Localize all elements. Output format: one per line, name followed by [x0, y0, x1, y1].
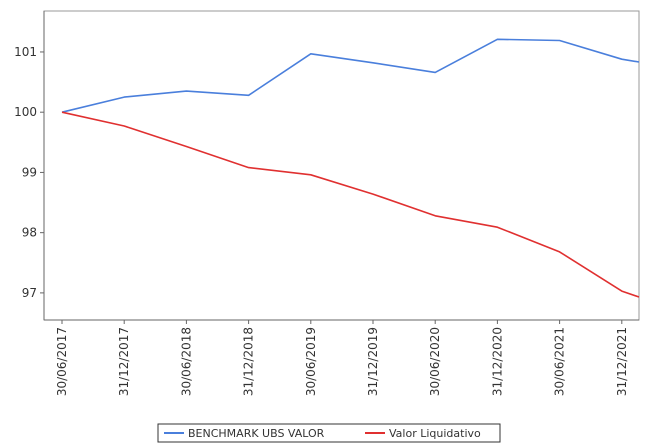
x-tick-label: 31/12/2020: [490, 327, 504, 396]
x-tick-label: 30/06/2017: [55, 327, 69, 396]
series-line-benchmark: [61, 38, 640, 113]
series-line-valor: [61, 111, 640, 298]
x-tick-label: 31/12/2021: [615, 327, 629, 396]
y-axis-ticks: 97 98 99 100 101: [14, 45, 44, 300]
y-tick-label: 101: [14, 45, 37, 59]
x-tick-label: 30/06/2020: [428, 327, 442, 396]
y-tick-label: 97: [22, 286, 37, 300]
x-tick-label: 30/06/2018: [179, 327, 193, 396]
plot-area: [43, 10, 640, 321]
x-axis-ticks: 30/06/2017 31/12/2017 30/06/2018 31/12/2018…: [55, 320, 629, 396]
legend: BENCHMARK UBS VALOR Valor Liquidativo: [157, 423, 501, 443]
legend-label-benchmark: BENCHMARK UBS VALOR: [188, 427, 325, 440]
x-tick-label: 30/06/2021: [553, 327, 567, 396]
y-tick-label: 99: [22, 165, 37, 179]
y-tick-label: 98: [22, 226, 37, 240]
legend-box: [157, 423, 501, 443]
legend-label-valor: Valor Liquidativo: [389, 427, 481, 440]
x-tick-label: 31/12/2017: [117, 327, 131, 396]
x-tick-label: 31/12/2018: [242, 327, 256, 396]
x-tick-label: 31/12/2019: [366, 327, 380, 396]
x-tick-label: 30/06/2019: [304, 327, 318, 396]
y-tick-label: 100: [14, 105, 37, 119]
series-lines: [61, 38, 640, 298]
